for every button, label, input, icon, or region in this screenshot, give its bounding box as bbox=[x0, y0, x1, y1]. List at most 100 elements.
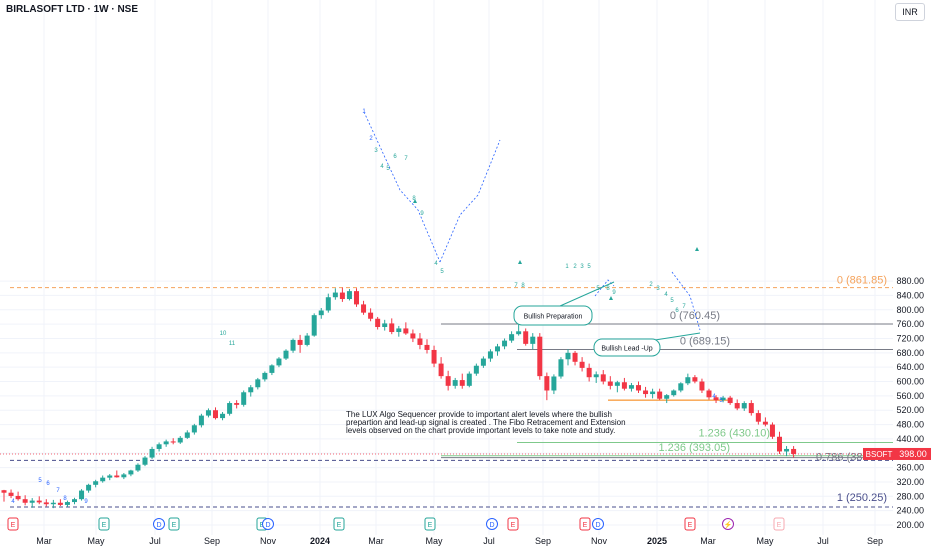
ticker-label: BSOFT bbox=[866, 450, 893, 459]
candle-body bbox=[593, 374, 599, 378]
earnings-marker bbox=[168, 517, 180, 531]
candle-body bbox=[417, 338, 423, 345]
candle-body bbox=[565, 352, 571, 360]
event-marker-glyph: E bbox=[172, 522, 177, 529]
event-marker-glyph: E bbox=[777, 522, 782, 529]
candle-body bbox=[748, 403, 754, 414]
sequencer-count: 6 bbox=[393, 154, 397, 160]
fib-level-label: 1.236 (393.05) bbox=[658, 442, 730, 454]
x-tick-label: Mar bbox=[368, 536, 384, 546]
candle-body bbox=[1, 490, 7, 493]
event-marker-glyph: D bbox=[156, 522, 161, 529]
candle-body bbox=[657, 391, 663, 399]
chart-note: The LUX Algo Sequencer provide to import… bbox=[346, 410, 626, 435]
annotation-overlay: Bullish Preparation Bullish Lead -Up bbox=[513, 281, 701, 357]
y-tick-label: 280.00 bbox=[896, 491, 924, 501]
sequencer-trend bbox=[594, 279, 615, 297]
sequencer-count: 10 bbox=[220, 331, 227, 337]
candle-body bbox=[107, 475, 113, 478]
candle-body bbox=[769, 424, 775, 437]
sequencer-count: 7 bbox=[682, 304, 686, 310]
x-tick-label: 2025 bbox=[647, 536, 667, 546]
sequencer-count: 7 bbox=[514, 283, 518, 289]
candle-body bbox=[487, 351, 493, 359]
x-tick-label: Sep bbox=[535, 536, 551, 546]
candle-body bbox=[396, 328, 402, 333]
candle-body bbox=[713, 397, 719, 401]
sequencer-count: 11 bbox=[229, 341, 236, 347]
x-tick-label: Mar bbox=[36, 536, 52, 546]
candle-body bbox=[727, 397, 733, 404]
event-marker-glyph: E bbox=[428, 522, 433, 529]
candle-body bbox=[114, 475, 120, 478]
price-axis: 880.00 840.00 800.00 760.00 720.00 680.00 640.… bbox=[863, 276, 931, 530]
candle-body bbox=[762, 421, 768, 425]
candle-body bbox=[586, 367, 592, 378]
candle-body bbox=[516, 331, 522, 335]
callout-box bbox=[593, 338, 661, 357]
sequencer-count: 5 bbox=[587, 264, 591, 270]
x-tick-label: 2024 bbox=[310, 536, 330, 546]
candle-body bbox=[79, 490, 85, 500]
candle-body bbox=[558, 359, 564, 377]
candle-body bbox=[220, 413, 226, 419]
candle-body bbox=[784, 448, 790, 452]
sequencer-count: 2 bbox=[649, 282, 653, 288]
candle-body bbox=[255, 379, 261, 388]
candle-body bbox=[614, 382, 620, 386]
fib-level-label: 0.786 (38 bbox=[816, 452, 862, 464]
x-tick-label: Sep bbox=[204, 536, 220, 546]
x-tick-label: Jul bbox=[483, 536, 495, 546]
symbol-title[interactable]: BIRLASOFT LTD · 1W · NSE bbox=[6, 4, 139, 15]
candle-body bbox=[128, 470, 134, 475]
fib-level-label: 1 (250.25) bbox=[837, 492, 887, 504]
candle-body bbox=[791, 448, 797, 454]
last-price-badge bbox=[895, 447, 931, 460]
sequencer-count: 5 bbox=[386, 166, 390, 172]
x-tick-label: May bbox=[87, 536, 105, 546]
fib-level-label: 0 (689.15) bbox=[680, 336, 730, 348]
candle-body bbox=[297, 339, 303, 345]
candle-body bbox=[304, 335, 310, 345]
candle-series bbox=[1, 287, 797, 509]
candle-body bbox=[332, 292, 338, 298]
sequencer-count: 7 bbox=[56, 488, 60, 494]
sequencer-count: 6 bbox=[675, 308, 679, 314]
candle-body bbox=[361, 304, 367, 313]
y-tick-label: 440.00 bbox=[896, 434, 924, 444]
earnings-marker bbox=[424, 517, 436, 531]
candle-body bbox=[431, 349, 437, 364]
sequencer-count: 2 bbox=[573, 264, 577, 270]
fib-level-label: 0 (861.85) bbox=[837, 275, 887, 287]
candle-body bbox=[198, 415, 204, 426]
sequencer-count: 8 bbox=[521, 283, 525, 289]
candle-body bbox=[410, 333, 416, 339]
event-marker-glyph: ⚡ bbox=[724, 520, 733, 529]
y-tick-label: 800.00 bbox=[896, 305, 924, 315]
sequencer-count: 1 bbox=[565, 264, 569, 270]
candle-body bbox=[537, 336, 543, 377]
sequencer-signal-mark bbox=[609, 296, 613, 300]
candle-body bbox=[473, 365, 479, 374]
candle-body bbox=[262, 372, 268, 380]
sequencer-count: 4 bbox=[712, 394, 716, 400]
candle-body bbox=[375, 318, 381, 327]
sequencer-count: 8 bbox=[63, 496, 67, 502]
earnings-marker bbox=[773, 517, 785, 531]
candle-body bbox=[318, 310, 324, 316]
earnings-marker bbox=[98, 517, 110, 531]
sequencer-count: 7 bbox=[404, 156, 408, 162]
x-tick-label: Jul bbox=[817, 536, 829, 546]
sequencer-count: 5 bbox=[719, 398, 723, 404]
candle-body bbox=[664, 395, 670, 399]
sequencer-count: 3 bbox=[656, 286, 660, 292]
candle-body bbox=[741, 403, 747, 409]
event-marker-glyph: E bbox=[337, 522, 342, 529]
currency-button[interactable]: INR bbox=[895, 3, 925, 21]
candle-body bbox=[234, 403, 240, 405]
candle-body bbox=[424, 344, 430, 350]
sequencer-signal-mark bbox=[695, 247, 699, 251]
y-tick-label: 600.00 bbox=[896, 377, 924, 387]
event-marker-glyph: E bbox=[583, 522, 588, 529]
